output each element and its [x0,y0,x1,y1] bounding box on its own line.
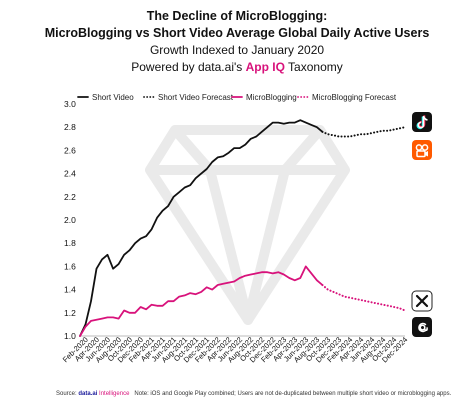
chart-legend: Short Video Short Video Forecast MicroBlog… [77,93,397,102]
y-axis: 1.0 1.2 1.4 1.6 1.8 2.0 2.2 2.4 2.6 2.8 3.0 [64,99,76,341]
powered-suffix: Taxonomy [284,60,343,74]
source-label: Source: [56,391,79,397]
chart-subtitle: Growth Indexed to January 2020 [149,43,325,57]
chart-title-line1: The Decline of MicroBlogging: [146,9,328,23]
y-tick-label: 1.0 [64,331,76,341]
line-chart: Short Video Short Video Forecast MicroBlog… [61,93,433,364]
y-tick-label: 2.4 [64,169,76,179]
tiktok-icon [412,112,432,132]
x-axis: Feb-2020Apr-2020Jun-2020Aug-2020Oct-2020… [61,335,410,364]
legend-label: Short Video Forecast [158,93,234,102]
y-tick-label: 2.8 [64,122,76,132]
source-brand-b: Intelligence [99,391,130,397]
y-tick-label: 1.8 [64,238,76,248]
chart-header: The Decline of MicroBlogging: MicroBlogg… [0,8,474,76]
kuaishou-icon [412,140,432,160]
legend-label: Short Video [92,93,134,102]
chart-title-line2: MicroBlogging vs Short Video Average Glo… [44,26,430,40]
legend-label: MicroBlogging [246,93,297,102]
footer-note: Note: iOS and Google Play combined; User… [134,391,452,397]
y-tick-label: 2.6 [64,145,76,155]
source-brand-a: data.ai [78,391,100,397]
x-icon [411,290,433,312]
y-tick-label: 3.0 [64,99,76,109]
series-line-microblogging-forecast [321,284,406,312]
threads-icon [412,317,432,337]
y-tick-label: 1.2 [64,308,76,318]
powered-brand: App IQ [245,60,285,74]
y-tick-label: 1.4 [64,285,76,295]
series-line-short-video [79,119,324,337]
series-group [79,119,406,337]
y-tick-label: 2.2 [64,192,76,202]
series-line-microblogging [79,265,324,337]
diamond-watermark [145,125,350,325]
y-tick-label: 1.6 [64,261,76,271]
powered-by-line: Powered by data.ai's App IQ Taxonomy [0,59,474,76]
y-tick-label: 2.0 [64,215,76,225]
chart-footer: Source: data.ai Intelligence Note: iOS a… [56,391,451,397]
powered-prefix: Powered by data.ai's [131,60,246,74]
series-line-short-video-forecast [321,126,406,138]
legend-label: MicroBlogging Forecast [312,93,397,102]
